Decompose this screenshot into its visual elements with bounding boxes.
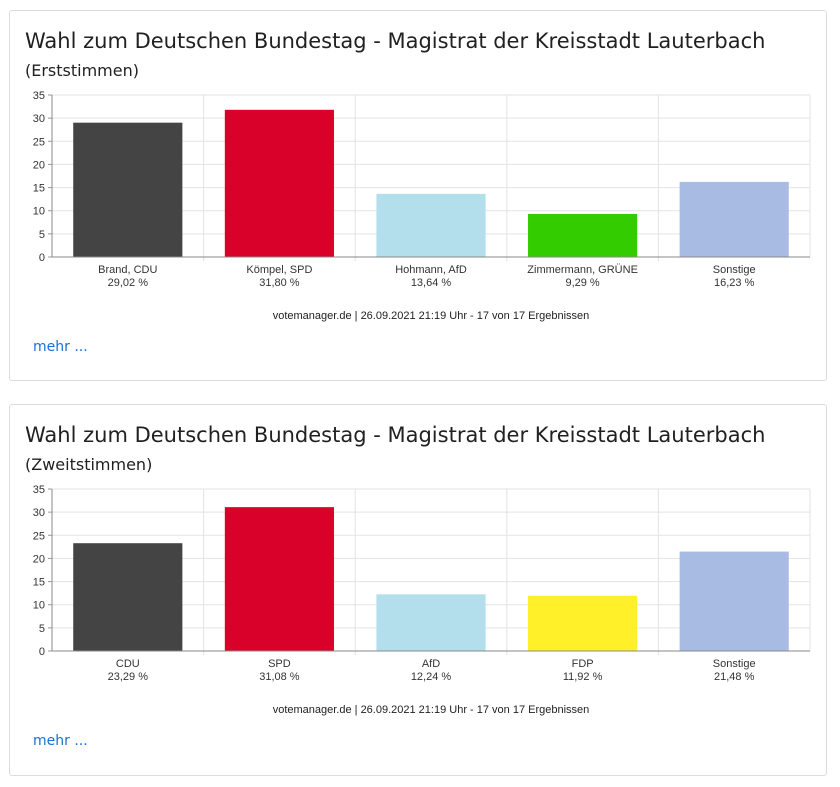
category-label: SPD bbox=[268, 658, 291, 670]
category-label: Brand, CDU bbox=[98, 264, 157, 276]
y-tick-label: 20 bbox=[33, 159, 45, 171]
y-tick-label: 30 bbox=[33, 507, 45, 519]
source-note: votemanager.de | 26.09.2021 21:19 Uhr - … bbox=[273, 310, 590, 322]
value-label: 12,24 % bbox=[411, 671, 452, 683]
card-subtitle: (Erststimmen) bbox=[25, 61, 139, 80]
category-label: AfD bbox=[422, 658, 440, 670]
value-label: 21,48 % bbox=[714, 671, 755, 683]
bar bbox=[376, 193, 486, 257]
bar bbox=[224, 109, 334, 257]
more-link[interactable]: mehr ... bbox=[33, 339, 88, 355]
value-label: 13,64 % bbox=[411, 277, 452, 289]
y-tick-label: 10 bbox=[33, 206, 45, 218]
bar bbox=[73, 122, 183, 257]
y-tick-label: 15 bbox=[33, 183, 45, 195]
y-tick-label: 25 bbox=[33, 530, 45, 542]
result-card-erststimmen: Wahl zum Deutschen Bundestag - Magistrat… bbox=[9, 10, 827, 381]
bar bbox=[679, 181, 789, 257]
y-tick-label: 5 bbox=[39, 623, 45, 635]
y-tick-label: 30 bbox=[33, 113, 45, 125]
value-label: 31,08 % bbox=[259, 671, 300, 683]
y-tick-label: 35 bbox=[33, 484, 45, 496]
category-label: Zimmermann, GRÜNE bbox=[527, 264, 638, 276]
bar bbox=[679, 551, 789, 651]
more-link[interactable]: mehr ... bbox=[33, 733, 88, 749]
y-tick-label: 10 bbox=[33, 600, 45, 612]
category-label: FDP bbox=[572, 658, 594, 670]
value-label: 31,80 % bbox=[259, 277, 300, 289]
y-tick-label: 0 bbox=[39, 646, 45, 658]
bar bbox=[376, 594, 486, 651]
y-tick-label: 20 bbox=[33, 553, 45, 565]
card-title: Wahl zum Deutschen Bundestag - Magistrat… bbox=[25, 29, 766, 53]
bar bbox=[528, 214, 638, 257]
value-label: 9,29 % bbox=[565, 277, 599, 289]
category-label: CDU bbox=[116, 658, 140, 670]
card-subtitle: (Zweitstimmen) bbox=[25, 455, 153, 474]
value-label: 29,02 % bbox=[108, 277, 149, 289]
category-label: Sonstige bbox=[713, 658, 756, 670]
value-label: 23,29 % bbox=[108, 671, 149, 683]
y-tick-label: 35 bbox=[33, 90, 45, 102]
category-label: Sonstige bbox=[713, 264, 756, 276]
bar bbox=[528, 595, 638, 651]
category-label: Kömpel, SPD bbox=[246, 264, 312, 276]
bar bbox=[224, 507, 334, 651]
result-card-zweitstimmen: Wahl zum Deutschen Bundestag - Magistrat… bbox=[9, 404, 827, 776]
value-label: 11,92 % bbox=[563, 671, 603, 683]
bar bbox=[73, 543, 183, 651]
source-note: votemanager.de | 26.09.2021 21:19 Uhr - … bbox=[273, 704, 590, 716]
card-title: Wahl zum Deutschen Bundestag - Magistrat… bbox=[25, 423, 766, 447]
value-label: 16,23 % bbox=[714, 277, 755, 289]
y-tick-label: 15 bbox=[33, 577, 45, 589]
y-tick-label: 25 bbox=[33, 136, 45, 148]
category-label: Hohmann, AfD bbox=[395, 264, 467, 276]
y-tick-label: 5 bbox=[39, 229, 45, 241]
y-tick-label: 0 bbox=[39, 252, 45, 264]
